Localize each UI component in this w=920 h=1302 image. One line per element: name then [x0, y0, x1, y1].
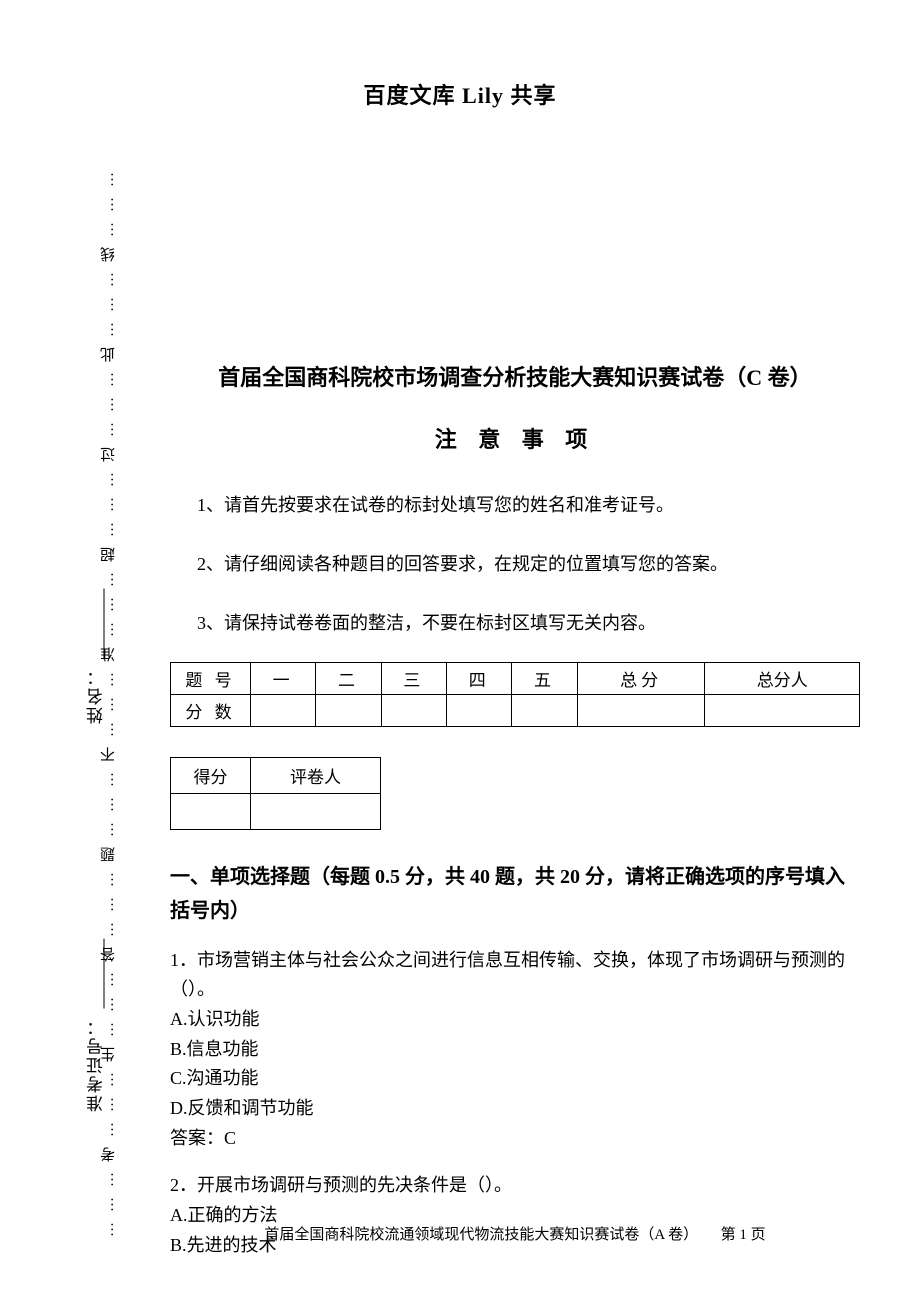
option-c: C.沟通功能 [170, 1064, 860, 1094]
question-1: 1．市场营销主体与社会公众之间进行信息互相传输、交换，体现了市场调研与预测的（）… [170, 946, 860, 1154]
dotted-warning-line: ………考………生………答………题………不………准………超………过………此………线… [98, 150, 116, 1250]
question-2: 2．开展市场调研与预测的先决条件是（）。 A.正确的方法 B.先进的技术 [170, 1171, 860, 1260]
grader-header: 得分 [171, 757, 251, 793]
col-header: 总分 [577, 662, 705, 694]
col-header: 四 [447, 662, 512, 694]
table-row: 分 数 [171, 694, 860, 726]
score-cell [251, 694, 316, 726]
option-d: D.反馈和调节功能 [170, 1094, 860, 1124]
option-b: B.信息功能 [170, 1035, 860, 1065]
grader-cell [251, 793, 381, 829]
page-header: 百度文库 Lily 共享 [0, 0, 920, 110]
binding-sidebar: 准考证号： 姓名： ………考………生………答………题………不………准………超……… [58, 150, 148, 1250]
table-row [171, 793, 381, 829]
score-cell [447, 694, 512, 726]
score-table: 题 号 一 二 三 四 五 总分 总分人 分 数 [170, 662, 860, 727]
table-row: 题 号 一 二 三 四 五 总分 总分人 [171, 662, 860, 694]
grader-header: 评卷人 [251, 757, 381, 793]
question-stem: 1．市场营销主体与社会公众之间进行信息互相传输、交换，体现了市场调研与预测的（）… [170, 946, 860, 1005]
document-title: 首届全国商科院校市场调查分析技能大赛知识赛试卷（C 卷） [170, 360, 860, 392]
row-label: 题 号 [171, 662, 251, 694]
main-content: 首届全国商科院校市场调查分析技能大赛知识赛试卷（C 卷） 注 意 事 项 1、请… [170, 360, 860, 1278]
instruction-2: 2、请仔细阅读各种题目的回答要求，在规定的位置填写您的答案。 [170, 543, 860, 586]
instruction-3: 3、请保持试卷卷面的整洁，不要在标封区填写无关内容。 [170, 602, 860, 645]
col-header: 一 [251, 662, 316, 694]
question-stem: 2．开展市场调研与预测的先决条件是（）。 [170, 1171, 860, 1201]
score-cell [316, 694, 381, 726]
col-header: 五 [512, 662, 577, 694]
table-row: 得分 评卷人 [171, 757, 381, 793]
instruction-1: 1、请首先按要求在试卷的标封处填写您的姓名和准考证号。 [170, 484, 860, 527]
option-a: A.认识功能 [170, 1005, 860, 1035]
score-cell [512, 694, 577, 726]
row-label: 分 数 [171, 694, 251, 726]
score-cell [381, 694, 446, 726]
page-footer: 首届全国商科院校流通领域现代物流技能大赛知识赛试卷（A 卷） 第 1 页 [170, 1223, 860, 1244]
col-header: 三 [381, 662, 446, 694]
score-cell [705, 694, 860, 726]
col-header: 二 [316, 662, 381, 694]
grader-cell [171, 793, 251, 829]
section-heading: 一、单项选择题（每题 0.5 分，共 40 题，共 20 分，请将正确选项的序号… [170, 860, 860, 928]
document-subtitle: 注 意 事 项 [170, 422, 860, 454]
col-header: 总分人 [705, 662, 860, 694]
score-cell [577, 694, 705, 726]
answer: 答案：C [170, 1124, 860, 1154]
grader-table: 得分 评卷人 [170, 757, 381, 830]
